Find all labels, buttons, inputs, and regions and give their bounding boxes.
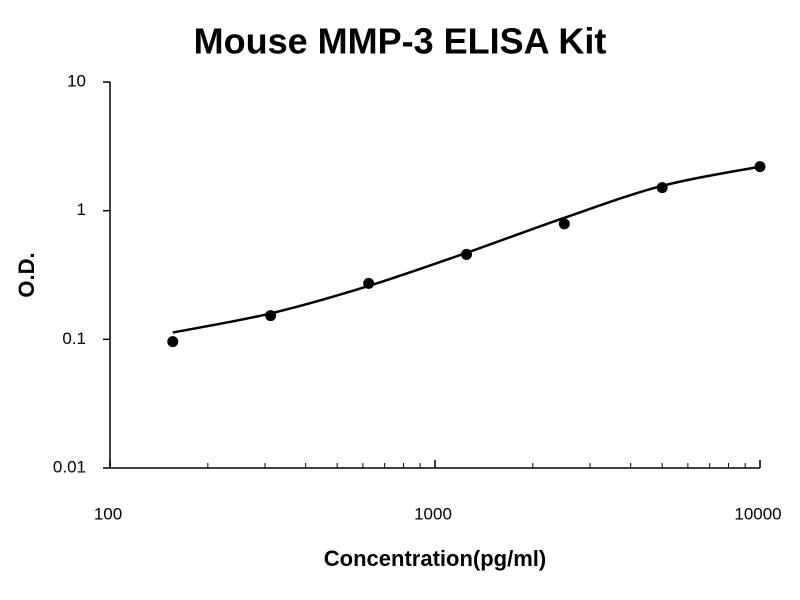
x-tick-label: 10000 xyxy=(734,504,781,523)
chart-title: Mouse MMP-3 ELISA Kit xyxy=(194,21,607,62)
data-point xyxy=(167,336,179,348)
x-tick-label: 100 xyxy=(94,504,122,523)
y-tick-label: 0.1 xyxy=(62,329,86,348)
data-point xyxy=(754,161,766,173)
data-point xyxy=(363,277,375,289)
data-point xyxy=(265,310,277,322)
y-tick-label: 10 xyxy=(67,71,86,90)
data-point xyxy=(656,182,668,194)
x-tick-label: 1000 xyxy=(414,504,452,523)
data-point xyxy=(558,218,570,230)
data-point xyxy=(460,248,472,260)
y-tick-label: 1 xyxy=(77,200,86,219)
y-axis-label: O.D. xyxy=(14,252,39,297)
y-tick-label: 0.01 xyxy=(53,457,86,476)
x-axis-label: Concentration(pg/ml) xyxy=(324,546,546,571)
